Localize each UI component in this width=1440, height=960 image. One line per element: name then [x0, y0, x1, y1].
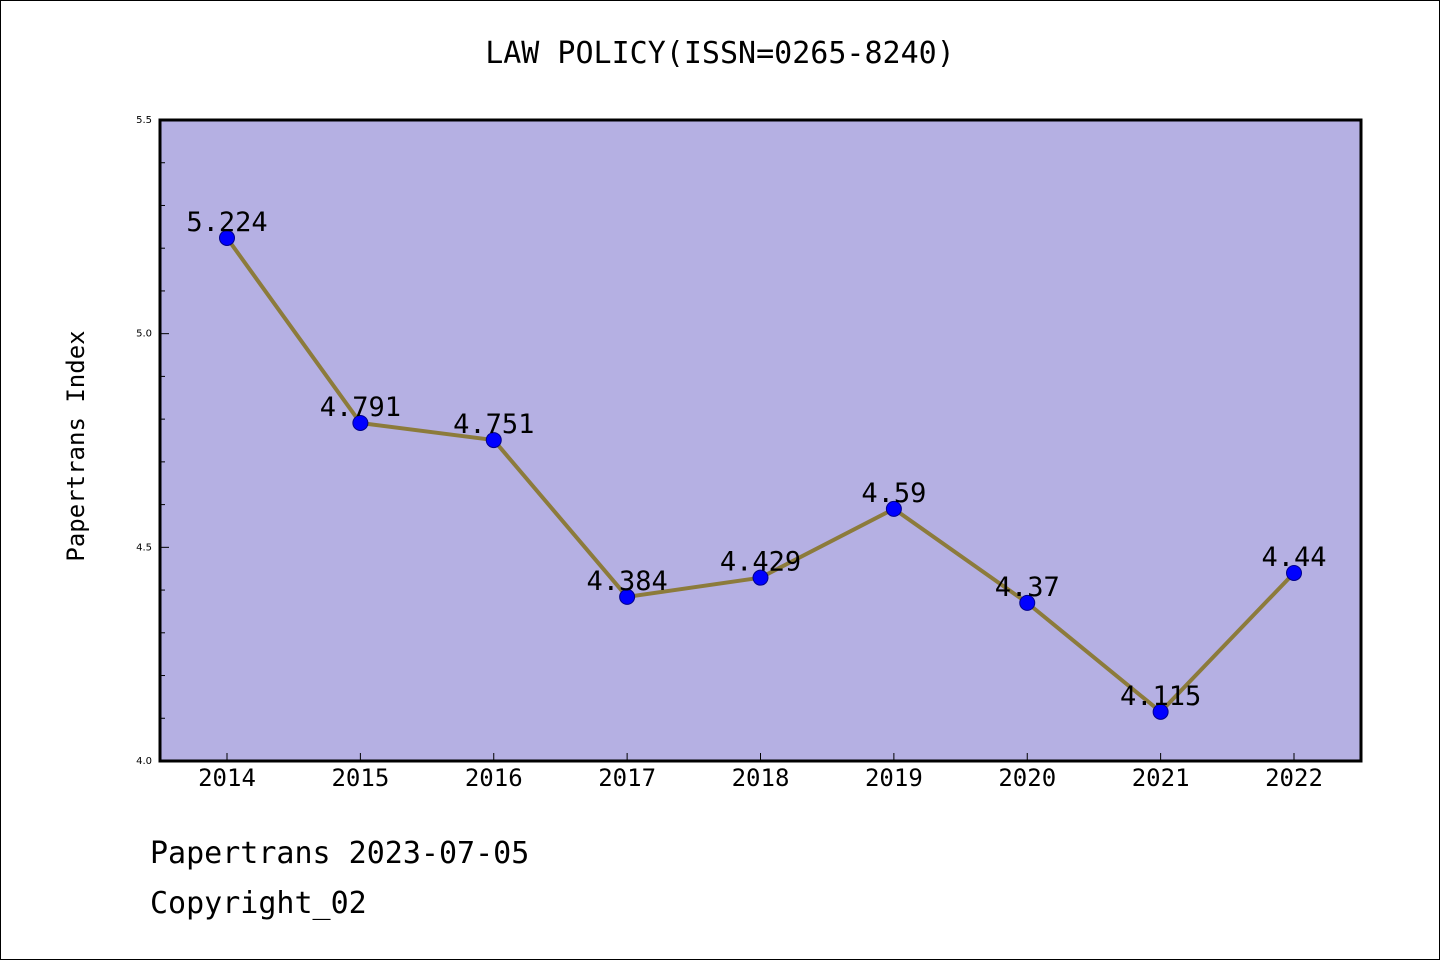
x-tick-label: 2021	[1132, 764, 1190, 792]
x-tick-label: 2020	[998, 764, 1056, 792]
data-label: 4.59	[861, 478, 926, 509]
y-tick-label: 4.5	[136, 542, 152, 553]
y-tick-label: 5.5	[136, 115, 152, 126]
x-tick-label: 2016	[465, 764, 523, 792]
data-label: 4.751	[453, 409, 534, 440]
data-point	[752, 569, 769, 586]
plot-area	[158, 118, 1363, 763]
data-label: 4.115	[1120, 681, 1201, 712]
data-label: 5.224	[186, 207, 267, 238]
data-label: 4.791	[320, 392, 401, 423]
x-tick-label: 2018	[732, 764, 790, 792]
data-point	[619, 588, 636, 605]
data-label: 4.384	[586, 566, 667, 597]
data-point	[1286, 564, 1302, 581]
x-tick-label: 2014	[198, 764, 256, 792]
data-point	[219, 229, 235, 246]
x-tick-label: 2017	[598, 764, 656, 792]
data-label: 4.44	[1261, 542, 1326, 573]
footer-copyright: Copyright_02	[150, 886, 367, 921]
footer-date: Papertrans 2023-07-05	[150, 836, 530, 871]
data-label: 4.429	[720, 547, 801, 578]
data-point	[485, 432, 502, 449]
x-axis: 2014 2015 2016 2017 2018 2019 2020 2021 2022	[198, 753, 1323, 792]
data-point	[1152, 703, 1169, 720]
data-point	[352, 414, 369, 431]
data-point	[1019, 594, 1036, 611]
data-labels: 5.224 4.791 4.751 4.384 4.429 4.59 4.37 4.115 4.…	[186, 207, 1326, 712]
data-point	[885, 500, 902, 517]
y-axis: 4.0 4.5 5.0 5.5	[136, 115, 169, 767]
y-tick-label: 5.0	[136, 329, 152, 340]
x-tick-label: 2022	[1265, 764, 1323, 792]
series-markers	[219, 229, 1302, 720]
y-tick-label: 4.0	[136, 756, 152, 767]
x-tick-label: 2019	[865, 764, 923, 792]
data-label: 4.37	[995, 572, 1060, 603]
x-tick-label: 2015	[331, 764, 389, 792]
chart-title: LAW POLICY(ISSN=0265-8240)	[485, 36, 955, 71]
